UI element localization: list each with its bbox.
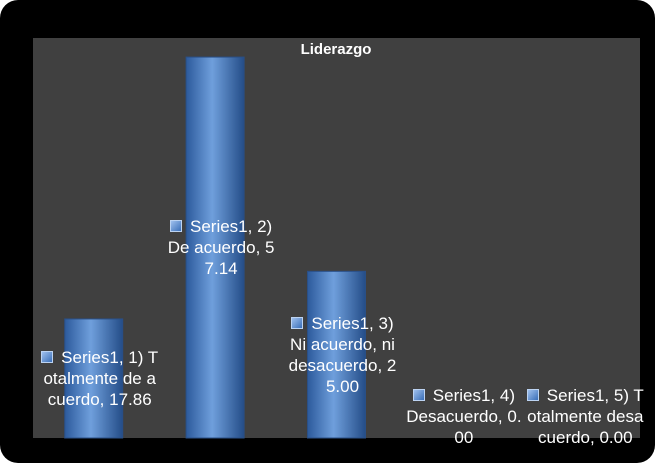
series-name: Series1 <box>311 313 370 333</box>
label-marker <box>291 316 304 329</box>
separator: , <box>490 386 500 405</box>
data-label: Series1, 2) De acuerdo, 57.14 <box>162 216 280 279</box>
data-label: Series1, 1) Totalmente de acuerdo, 17.86 <box>41 347 159 410</box>
separator: , <box>590 428 600 447</box>
series-name: Series1 <box>189 217 248 237</box>
label-marker <box>412 389 425 401</box>
series-name: Series1 <box>432 386 491 405</box>
separator: , <box>369 313 379 333</box>
value-label: 57.14 <box>204 238 275 279</box>
category-name: 2) De acuerdo <box>167 217 273 258</box>
value-label: 25.00 <box>325 355 397 396</box>
bar <box>64 318 124 439</box>
separator: , <box>377 355 387 375</box>
separator: , <box>255 238 266 258</box>
value-label: 17.86 <box>109 389 152 409</box>
label-marker <box>169 220 182 233</box>
separator: , <box>604 386 614 405</box>
separator: , <box>99 389 110 409</box>
chart-title: Liderazgo <box>301 41 372 58</box>
series-name: Series1 <box>546 386 605 405</box>
separator: , <box>118 347 129 367</box>
data-label: Series1, 4) Desacuerdo, 0.00 <box>405 385 523 448</box>
category-name: 1) Totalmente de acuerdo <box>43 347 159 409</box>
label-marker <box>41 350 54 363</box>
category-name: 3) Ni acuerdo, ni desacuerdo <box>288 313 395 375</box>
separator: , <box>497 407 508 426</box>
bar <box>307 270 366 439</box>
series-name: Series1 <box>61 347 119 367</box>
value-label: 0.00 <box>454 407 522 447</box>
data-label: Series1, 3) Ni acuerdo, ni desacuerdo, 2… <box>284 313 402 397</box>
category-name: 5) Totalmente desacuerdo <box>527 386 644 447</box>
label-marker <box>526 389 539 401</box>
data-label: Series1, 5) Totalmente desacuerdo, 0.00 <box>526 385 644 448</box>
value-label: 0.00 <box>599 428 633 447</box>
separator: , <box>247 217 258 237</box>
bar <box>185 56 245 439</box>
category-name: 4) Desacuerdo <box>406 386 515 426</box>
